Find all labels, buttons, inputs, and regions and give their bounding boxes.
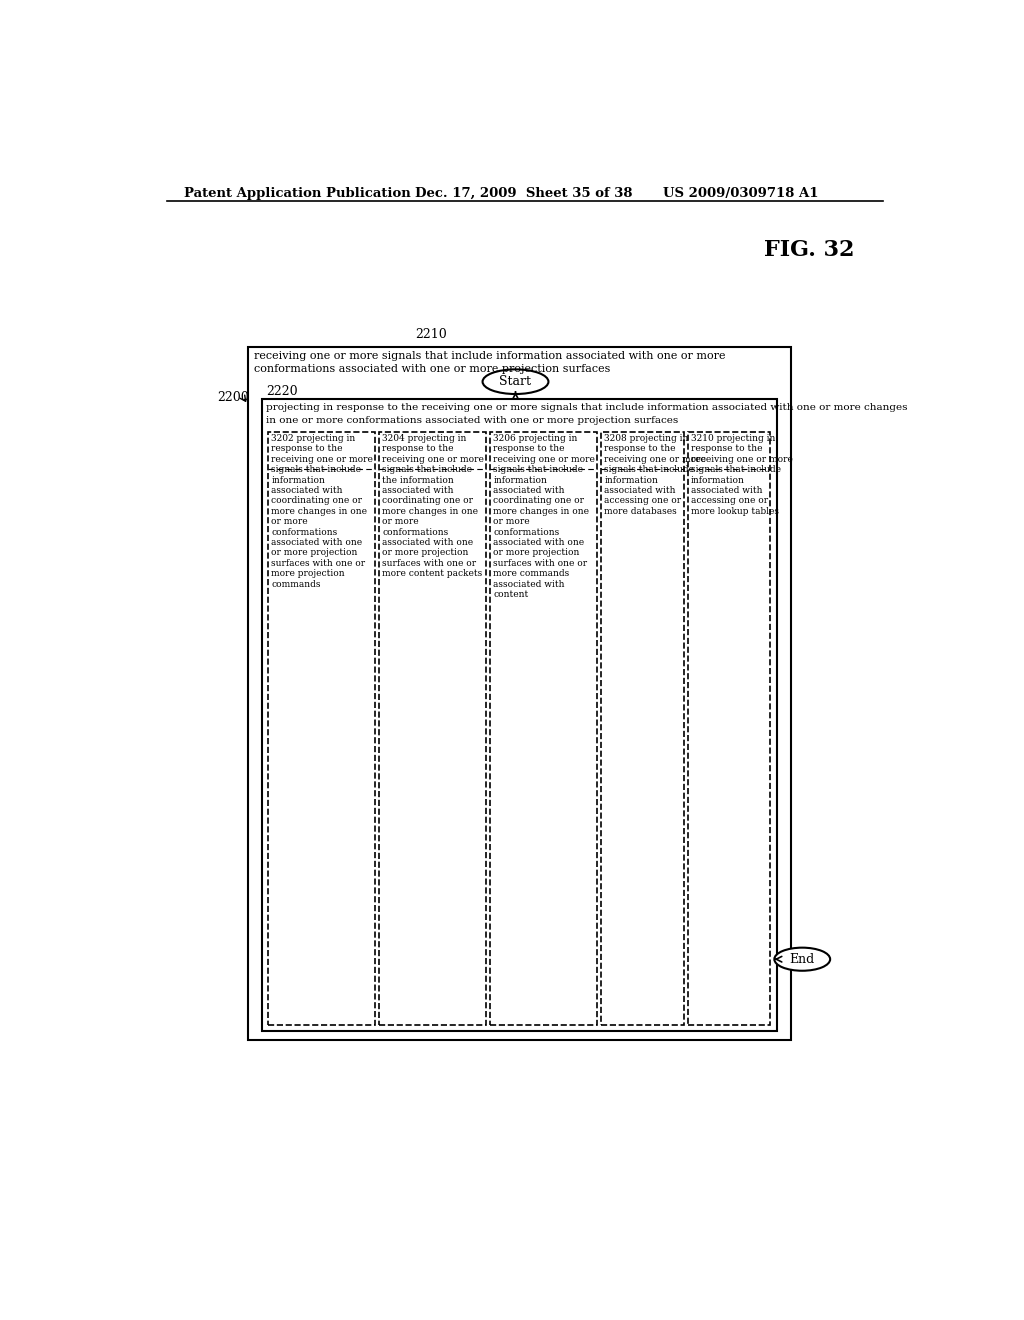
Text: information: information [494, 475, 547, 484]
Text: conformations: conformations [271, 528, 338, 537]
Bar [379, 432, 486, 1024]
Text: or more projection: or more projection [271, 548, 357, 557]
Text: surfaces with one or: surfaces with one or [494, 558, 588, 568]
Text: associated with: associated with [494, 486, 565, 495]
Text: coordinating one or: coordinating one or [271, 496, 362, 506]
Text: more changes in one: more changes in one [382, 507, 478, 516]
Text: response to the: response to the [604, 445, 676, 454]
Text: receiving one or more: receiving one or more [271, 455, 374, 463]
Text: response to the: response to the [271, 445, 343, 454]
Bar [688, 432, 770, 1024]
Text: accessing one or: accessing one or [604, 496, 681, 506]
Text: associated with one: associated with one [271, 539, 362, 546]
Text: coordinating one or: coordinating one or [382, 496, 473, 506]
Text: Start: Start [500, 375, 531, 388]
Text: or more: or more [494, 517, 529, 527]
Text: 3208 projecting in: 3208 projecting in [604, 434, 688, 444]
Text: conformations associated with one or more projection surfaces: conformations associated with one or mor… [254, 364, 610, 374]
Text: more lookup tables: more lookup tables [691, 507, 779, 516]
Text: more projection: more projection [271, 569, 345, 578]
Text: 2220: 2220 [266, 385, 298, 397]
Text: 3210 projecting in: 3210 projecting in [691, 434, 775, 444]
Text: receiving one or more: receiving one or more [382, 455, 484, 463]
Text: receiving one or more: receiving one or more [604, 455, 707, 463]
Text: Dec. 17, 2009  Sheet 35 of 38: Dec. 17, 2009 Sheet 35 of 38 [415, 187, 632, 199]
Text: more changes in one: more changes in one [271, 507, 368, 516]
Text: or more projection: or more projection [382, 548, 469, 557]
Text: more databases: more databases [604, 507, 677, 516]
Text: Patent Application Publication: Patent Application Publication [183, 187, 411, 199]
Bar [601, 432, 684, 1024]
Text: response to the: response to the [382, 445, 454, 454]
Text: information: information [604, 475, 658, 484]
Text: signals that include: signals that include [604, 465, 694, 474]
Text: information: information [691, 475, 744, 484]
Text: associated with: associated with [382, 486, 454, 495]
Text: surfaces with one or: surfaces with one or [382, 558, 476, 568]
Text: 3204 projecting in: 3204 projecting in [382, 434, 467, 444]
Text: more content packets: more content packets [382, 569, 482, 578]
Text: the information: the information [382, 475, 454, 484]
Text: 3202 projecting in: 3202 projecting in [271, 434, 355, 444]
Bar [262, 400, 776, 1031]
Ellipse shape [482, 370, 549, 395]
Text: surfaces with one or: surfaces with one or [271, 558, 366, 568]
Text: associated with one: associated with one [382, 539, 473, 546]
Text: signals that include: signals that include [382, 465, 472, 474]
Text: signals that include: signals that include [691, 465, 781, 474]
Text: 2200: 2200 [217, 391, 249, 404]
Text: or more projection: or more projection [494, 548, 580, 557]
Text: commands: commands [271, 579, 321, 589]
Text: information: information [271, 475, 326, 484]
Text: response to the: response to the [691, 445, 762, 454]
Text: associated with: associated with [604, 486, 676, 495]
Text: accessing one or: accessing one or [691, 496, 768, 506]
Text: 2210: 2210 [415, 327, 446, 341]
Text: conformations: conformations [382, 528, 449, 537]
Text: coordinating one or: coordinating one or [494, 496, 585, 506]
Text: or more: or more [271, 517, 308, 527]
Text: response to the: response to the [494, 445, 565, 454]
Text: signals that include: signals that include [494, 465, 584, 474]
Text: content: content [494, 590, 528, 599]
Bar [268, 432, 376, 1024]
Text: more changes in one: more changes in one [494, 507, 589, 516]
Text: more commands: more commands [494, 569, 569, 578]
Text: receiving one or more: receiving one or more [691, 455, 793, 463]
Text: or more: or more [382, 517, 419, 527]
Text: signals that include: signals that include [271, 465, 361, 474]
Text: conformations: conformations [494, 528, 559, 537]
Text: End: End [790, 953, 815, 966]
Bar [248, 347, 791, 1040]
Text: 3206 projecting in: 3206 projecting in [494, 434, 578, 444]
Text: associated with: associated with [494, 579, 565, 589]
Text: receiving one or more signals that include information associated with one or mo: receiving one or more signals that inclu… [254, 351, 726, 360]
Text: in one or more conformations associated with one or more projection surfaces: in one or more conformations associated … [266, 416, 678, 425]
Ellipse shape [774, 948, 830, 970]
Text: US 2009/0309718 A1: US 2009/0309718 A1 [663, 187, 818, 199]
Text: projecting in response to the receiving one or more signals that include informa: projecting in response to the receiving … [266, 404, 907, 412]
Text: receiving one or more: receiving one or more [494, 455, 595, 463]
Bar [490, 432, 597, 1024]
Text: associated with one: associated with one [494, 539, 585, 546]
Text: associated with: associated with [691, 486, 762, 495]
Text: associated with: associated with [271, 486, 343, 495]
Text: FIG. 32: FIG. 32 [764, 239, 854, 261]
